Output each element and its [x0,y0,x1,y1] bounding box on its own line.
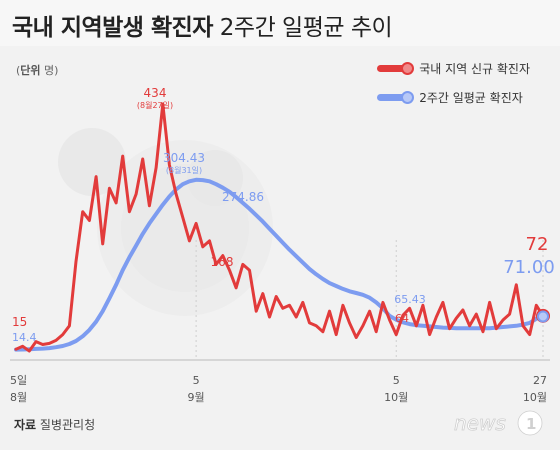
data-label: 64 [395,312,409,325]
data-label: 15 [12,315,27,329]
unit-title: 단위 [20,64,41,77]
x-tick-month: 9월 [188,391,205,404]
title-bold: 국내 지역발생 확진자 [12,15,213,41]
x-tick-label: 5 [193,374,200,387]
source-value: 질병관리청 [39,418,96,432]
x-tick-label: 5 [393,374,400,387]
legend-label-red: 국내 지역 신규 확진자 [419,62,530,76]
endpoint-marker [537,310,549,323]
header-band [0,0,560,46]
news1-logo: news 1 [454,410,543,436]
svg-text:1: 1 [526,415,536,433]
data-label: (8월31일) [166,165,202,175]
x-tick-month: 10월 [384,391,408,404]
data-label: 168 [211,255,234,269]
x-axis-ticks: 5일 8월 5 9월 5 10월 27 10월 [10,240,547,404]
x-tick-month: 8월 [10,391,27,404]
series-line-red [14,102,545,353]
data-label: (8월27일) [137,100,173,110]
legend: 국내 지역 신규 확진자 2주간 일평균 확진자 [377,60,530,118]
legend-item-red: 국내 지역 신규 확진자 [377,60,530,77]
x-tick-label: 5일 [10,373,27,387]
data-label: 14.4 [12,331,37,344]
x-tick-month: 10월 [523,391,547,404]
legend-swatch-red [377,62,415,75]
source-note: 자료 질병관리청 [14,416,95,433]
source-title: 자료 [14,418,37,432]
data-label: 72 [526,234,549,255]
series-line-blue [14,177,545,352]
page-title: 국내 지역발생 확진자 2주간 일평균 추이 [12,8,393,42]
data-label: 71.00 [503,257,555,278]
legend-swatch-blue [377,91,415,104]
data-label: 434 [144,86,167,100]
legend-item-blue: 2주간 일평균 확진자 [377,89,530,106]
data-label: 304.43 [163,151,205,165]
series-endpoints [536,308,550,323]
data-labels: 15 434(8월27일) 168 64 72 14.4 304.43(8월31일) 274.… [12,86,555,344]
title-light: 2주간 일평균 추이 [219,15,393,41]
data-label: 274.86 [222,190,264,204]
x-tick-label: 27 [533,374,547,387]
data-label: 65.43 [394,293,426,306]
legend-label-blue: 2주간 일평균 확진자 [419,91,523,105]
unit-label: (단위 명) [16,64,59,77]
svg-text:news: news [454,411,506,435]
unit-value: 명 [44,64,55,77]
